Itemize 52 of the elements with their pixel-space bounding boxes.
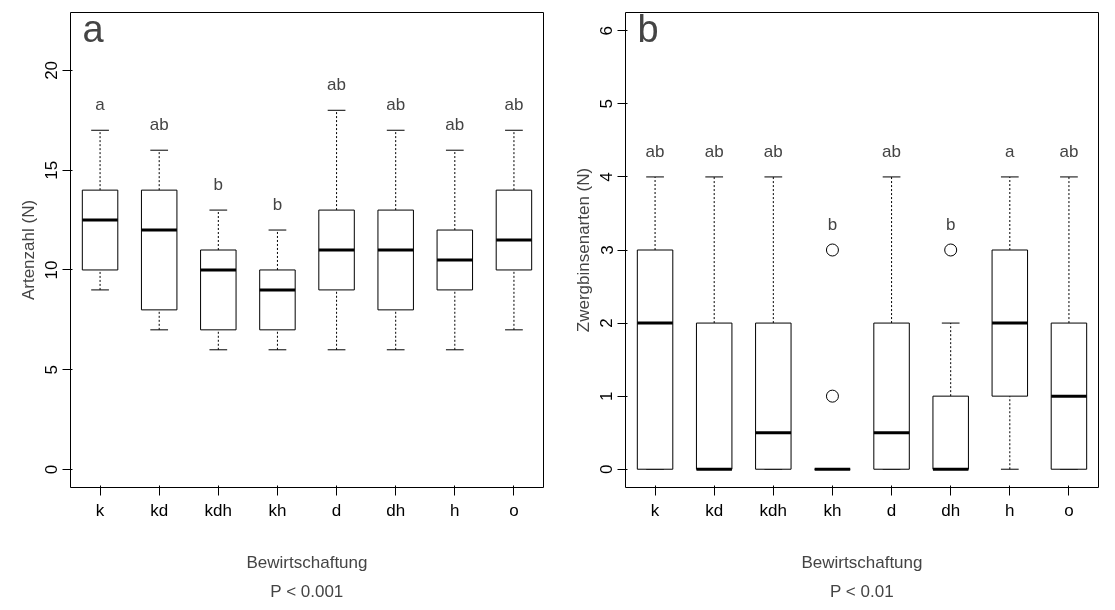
annotation: ab — [386, 95, 406, 115]
x-tick-label: o — [509, 500, 519, 520]
x-tick-label: o — [1064, 500, 1074, 520]
x-tick-label: k — [650, 500, 660, 520]
annotation: a — [1005, 141, 1016, 161]
y-tick-label: 5 — [42, 365, 62, 375]
y-axis-title: Artenzahl (N) — [18, 199, 38, 301]
y-tick-label: 5 — [597, 99, 617, 109]
y-tick-label: 6 — [597, 26, 617, 36]
y-tick-label: 15 — [42, 160, 62, 180]
annotation: b — [272, 195, 283, 215]
annotation: ab — [1059, 141, 1079, 161]
y-tick-label: 0 — [597, 464, 617, 474]
x-tick-label: kdh — [759, 500, 788, 520]
annotation: ab — [645, 141, 665, 161]
annotation: ab — [445, 115, 465, 135]
annotation: ab — [882, 141, 902, 161]
x-tick-label: h — [450, 500, 460, 520]
y-tick-label: 4 — [597, 172, 617, 182]
annotation: ab — [704, 141, 724, 161]
x-axis-title: Bewirtschaftung — [246, 552, 368, 572]
x-axis-title: Bewirtschaftung — [801, 552, 923, 572]
text: P < 0.001 — [270, 581, 344, 601]
text: P < 0.01 — [830, 581, 894, 601]
x-tick-label: kh — [268, 500, 287, 520]
x-tick-label: k — [95, 500, 105, 520]
y-tick-label: 0 — [42, 464, 62, 475]
annotation: ab — [327, 75, 347, 95]
x-tick-label: h — [1005, 500, 1015, 520]
y-tick-label: 1 — [597, 391, 617, 401]
y-tick-label: 10 — [42, 260, 62, 280]
annotation: b — [945, 215, 956, 234]
annotation: b — [637, 7, 659, 50]
y-tick-label: 2 — [597, 318, 617, 328]
annotation: a — [95, 95, 106, 115]
y-tick-label: 20 — [42, 60, 62, 80]
annotation: ab — [763, 141, 783, 161]
x-tick-label: kh — [823, 500, 842, 520]
annotation: a — [82, 7, 105, 50]
annotation: b — [213, 175, 224, 195]
annotation: b — [827, 215, 838, 234]
y-axis-title: Zwergbinsenarten (N) — [573, 167, 593, 333]
x-tick-label: kd — [705, 500, 724, 520]
x-tick-label: dh — [941, 500, 961, 520]
x-tick-label: d — [331, 500, 342, 520]
x-tick-label: kdh — [204, 500, 233, 520]
annotation: ab — [149, 115, 169, 135]
y-tick-label: 3 — [597, 245, 617, 255]
x-tick-label: d — [886, 500, 897, 520]
annotation: ab — [504, 95, 524, 115]
x-tick-label: dh — [386, 500, 406, 520]
x-tick-label: kd — [150, 500, 169, 520]
